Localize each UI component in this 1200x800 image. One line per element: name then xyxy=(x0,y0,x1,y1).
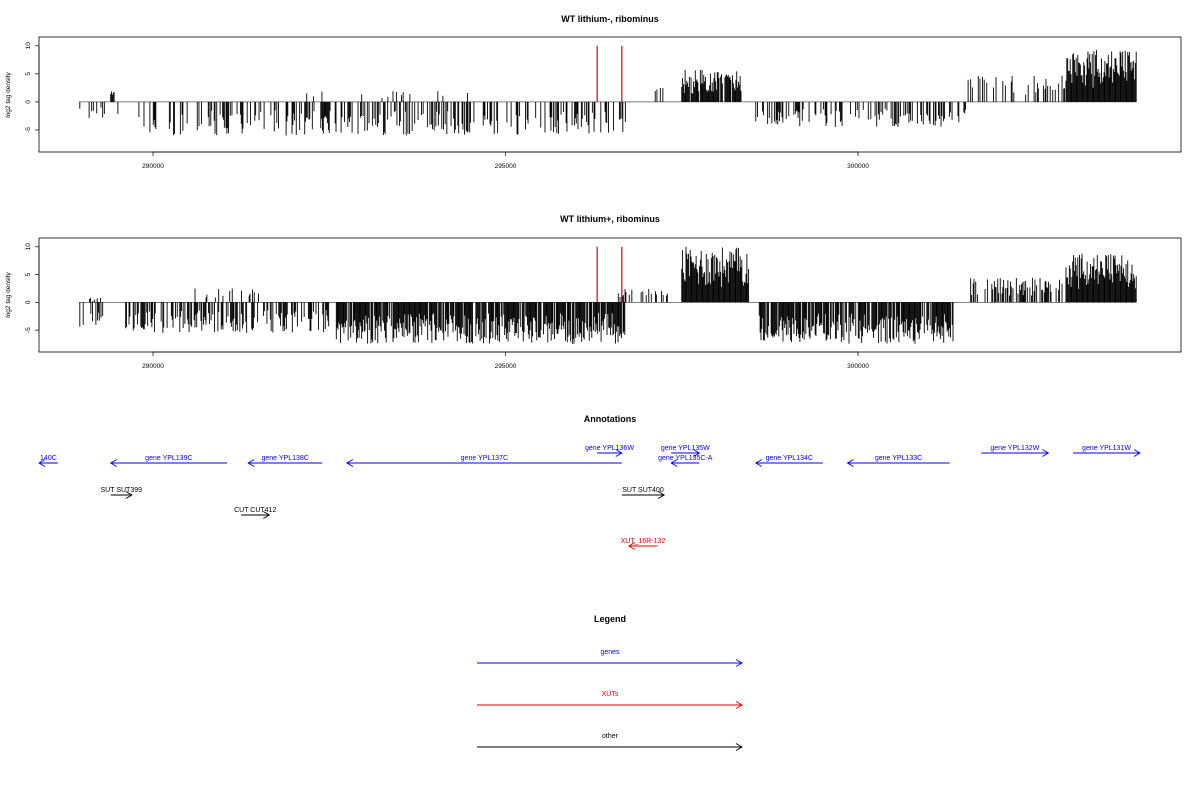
strand-arrowhead xyxy=(657,491,666,499)
feature-label: gene YPL135C-A xyxy=(658,455,713,462)
strand-arrowhead xyxy=(125,491,133,499)
annotation-feature: gene YPL132W xyxy=(981,445,1050,457)
annotation-feature: gene YPL131W xyxy=(1073,445,1141,457)
legend-arrowhead xyxy=(735,701,743,709)
annotation-features: 140C gene YPL139C gene YPL138C gene YPL137C… xyxy=(38,445,1141,550)
annotation-feature: CUT CUT412 xyxy=(234,507,276,519)
y-tick-label: 10 xyxy=(25,243,32,251)
strand-arrowhead xyxy=(670,459,678,467)
legend-title: Legend xyxy=(594,614,626,624)
annotation-feature: gene YPL138C xyxy=(247,455,323,467)
coverage-bars xyxy=(78,49,1137,136)
strand-arrowhead xyxy=(846,459,854,467)
annotation-feature: 140C xyxy=(38,455,58,467)
strand-arrowhead xyxy=(38,459,46,467)
annotation-feature: gene YPL137C xyxy=(345,455,622,467)
track-panel-lithium-plus: WT lithium+, ribominus log2 tag density … xyxy=(5,214,1182,370)
plot-frame xyxy=(38,36,1182,153)
strand-arrowhead xyxy=(1042,449,1050,457)
feature-label: SUT SUT400 xyxy=(622,487,664,494)
annotation-feature: SUT SUT399 xyxy=(101,487,143,499)
feature-label: CUT CUT412 xyxy=(234,507,276,514)
feature-label: gene YPL131W xyxy=(1082,445,1131,452)
legend-arrowhead xyxy=(735,659,743,667)
annotation-feature: gene YPL139C xyxy=(109,455,228,467)
feature-markers xyxy=(596,246,623,303)
x-tick-label: 300000 xyxy=(847,363,869,370)
coverage-bars xyxy=(78,246,1137,344)
annotation-feature: gene YPL135C-A xyxy=(658,455,713,467)
y-tick-label: -5 xyxy=(25,127,32,133)
legend-label: XUTs xyxy=(602,691,619,698)
y-axis-label: log2 tag density xyxy=(5,71,12,117)
feature-label: gene YPL137C xyxy=(461,455,508,462)
annotation-feature: gene YPL135W xyxy=(661,445,710,457)
strand-arrowhead xyxy=(345,459,354,467)
legend-items: genes XUTs other xyxy=(477,649,743,751)
annotations-track: Annotations 140C gene YPL139C gene YPL138C… xyxy=(38,414,1141,550)
annotation-feature: gene YPL136W xyxy=(585,445,634,457)
x-tick-label: 290000 xyxy=(142,363,164,370)
annotation-feature: gene YPL134C xyxy=(754,455,823,467)
x-axis: 290000 295000 300000 xyxy=(142,151,869,170)
x-tick-label: 295000 xyxy=(495,163,517,170)
annotation-feature: gene YPL133C xyxy=(846,455,950,467)
y-axis: -5 0 5 10 xyxy=(25,243,40,333)
strand-arrowhead xyxy=(247,459,255,467)
y-tick-label: 5 xyxy=(25,272,32,276)
annotations-title: Annotations xyxy=(584,414,637,424)
x-tick-label: 295000 xyxy=(495,363,517,370)
legend: Legend genes XUTs other xyxy=(477,614,743,751)
y-tick-label: 0 xyxy=(25,300,32,304)
strand-arrowhead xyxy=(627,542,636,550)
feature-label: SUT SUT399 xyxy=(101,487,143,494)
annotation-feature: XUT_16R-132 xyxy=(621,538,666,550)
annotation-feature: SUT SUT400 xyxy=(621,487,666,499)
feature-label: gene YPL134C xyxy=(766,455,813,462)
feature-label: gene YPL132W xyxy=(990,445,1039,452)
legend-label: genes xyxy=(600,649,620,656)
y-tick-label: -5 xyxy=(25,327,32,333)
y-tick-label: 10 xyxy=(25,42,32,50)
feature-markers xyxy=(596,45,623,102)
legend-label: other xyxy=(602,733,619,740)
legend-arrowhead xyxy=(735,743,743,751)
panel-title: WT lithium-, ribominus xyxy=(561,14,659,24)
strand-arrowhead xyxy=(615,449,623,457)
x-tick-label: 290000 xyxy=(142,163,164,170)
y-axis-label: log2 tag density xyxy=(5,271,12,317)
x-tick-label: 300000 xyxy=(847,163,869,170)
strand-arrowhead xyxy=(1133,449,1141,457)
feature-label: gene YPL139C xyxy=(145,455,192,462)
feature-label: gene YPL136W xyxy=(585,445,634,452)
feature-label: gene YPL138C xyxy=(262,455,309,462)
feature-label: gene YPL135W xyxy=(661,445,710,452)
legend-item: other xyxy=(477,733,743,751)
strand-arrowhead xyxy=(754,459,763,467)
y-tick-label: 0 xyxy=(25,100,32,104)
strand-arrowhead xyxy=(263,511,271,519)
track-panel-lithium-minus: WT lithium-, ribominus log2 tag density … xyxy=(5,14,1182,170)
feature-label: gene YPL133C xyxy=(875,455,922,462)
strand-arrowhead xyxy=(693,449,701,457)
panel-title: WT lithium+, ribominus xyxy=(560,214,660,224)
strand-arrowhead xyxy=(109,459,117,467)
feature-label: 140C xyxy=(40,455,57,462)
y-tick-label: 5 xyxy=(25,72,32,76)
legend-item: genes xyxy=(477,649,743,667)
feature-label: XUT_16R-132 xyxy=(621,538,666,545)
y-axis: -5 0 5 10 xyxy=(25,42,40,133)
x-axis: 290000 295000 300000 xyxy=(142,351,869,370)
legend-item: XUTs xyxy=(477,691,743,709)
